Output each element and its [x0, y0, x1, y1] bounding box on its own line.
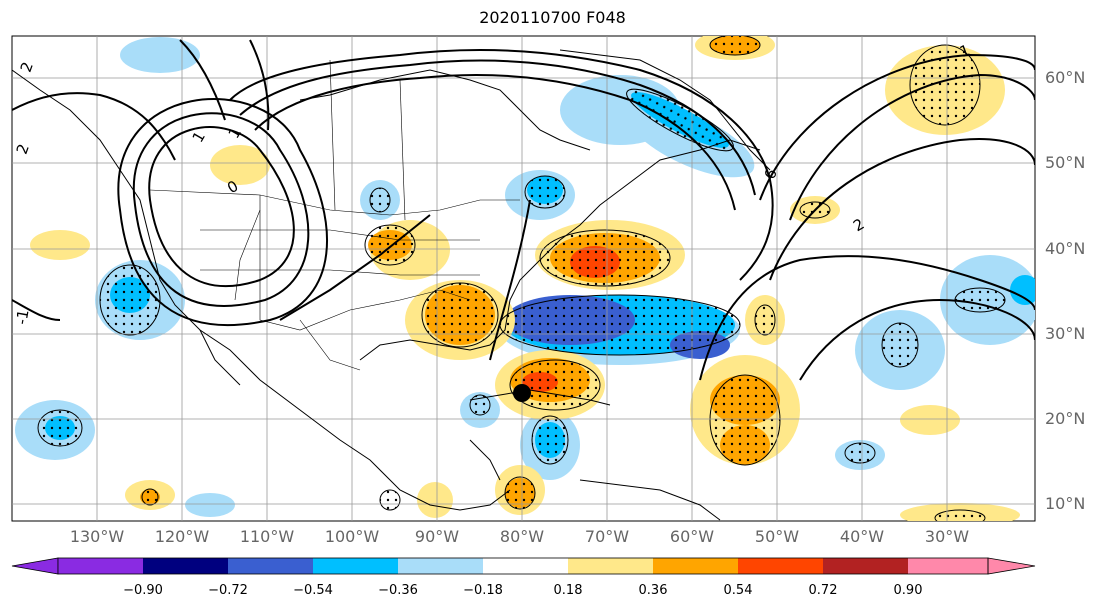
lat-label: 50°N	[1045, 153, 1086, 172]
colorbar-segment	[483, 558, 568, 574]
lon-label: 30°W	[924, 527, 970, 546]
lon-label: 80°W	[499, 527, 545, 546]
shade-light-blue	[120, 37, 200, 73]
colorbar-tick-label: 0.18	[553, 583, 583, 598]
colorbar-tick-label: 0.36	[638, 583, 668, 598]
lat-label: 20°N	[1045, 409, 1086, 428]
colorbar-tick-label: 0.72	[808, 583, 838, 598]
colorbar-segment	[143, 558, 228, 574]
colorbar-segment	[653, 558, 738, 574]
coastlines	[12, 49, 771, 521]
lon-label: 120°W	[154, 527, 210, 546]
colorbar-outline	[57, 557, 989, 575]
lon-label: 110°W	[239, 527, 295, 546]
colorbar-segment	[398, 558, 483, 574]
colorbar	[11, 557, 1036, 575]
shade-yellow	[210, 145, 270, 185]
lon-label: 100°W	[324, 527, 380, 546]
shade-cyan	[1010, 275, 1035, 305]
colorbar-tick-label: −0.36	[378, 583, 418, 598]
colorbar-left-arrow	[11, 557, 59, 575]
colorbar-segment	[823, 558, 908, 574]
colorbar-segment	[568, 558, 653, 574]
colorbar-tick-label: 0.54	[723, 583, 753, 598]
lat-label: 30°N	[1045, 324, 1086, 343]
borders	[149, 59, 520, 371]
lon-label: 70°W	[584, 527, 630, 546]
colorbar-tick-label: −0.72	[208, 583, 248, 598]
contours	[12, 39, 1035, 381]
lat-label: 60°N	[1045, 68, 1086, 87]
colorbar-tick-label: 0.90	[893, 583, 923, 598]
colorbar-tick-label: −0.90	[123, 583, 163, 598]
shade-yellow	[30, 230, 90, 260]
colorbar-segment	[738, 558, 823, 574]
lat-label: 40°N	[1045, 239, 1086, 258]
shade-yellow	[900, 405, 960, 435]
graticule	[12, 36, 1035, 521]
contour-label: -1	[12, 308, 33, 326]
colorbar-tick-label: −0.54	[293, 583, 333, 598]
shade-yellow	[417, 482, 453, 518]
lon-label: 40°W	[839, 527, 885, 546]
lon-label: 90°W	[414, 527, 460, 546]
colorbar-segment	[313, 558, 398, 574]
lon-label: 60°W	[669, 527, 715, 546]
colorbar-tick-label: −0.18	[463, 583, 503, 598]
colorbar-segment	[58, 558, 143, 574]
colorbar-right-arrow	[987, 557, 1036, 575]
storm-center-marker	[513, 384, 531, 402]
lon-label: 130°W	[69, 527, 125, 546]
lon-label: 50°W	[754, 527, 800, 546]
shade-light-blue	[185, 493, 235, 517]
map-title: 2020110700 F048	[479, 8, 626, 27]
colorbar-segment	[228, 558, 313, 574]
lat-label: 10°N	[1045, 494, 1086, 513]
colorbar-segment	[908, 558, 988, 574]
